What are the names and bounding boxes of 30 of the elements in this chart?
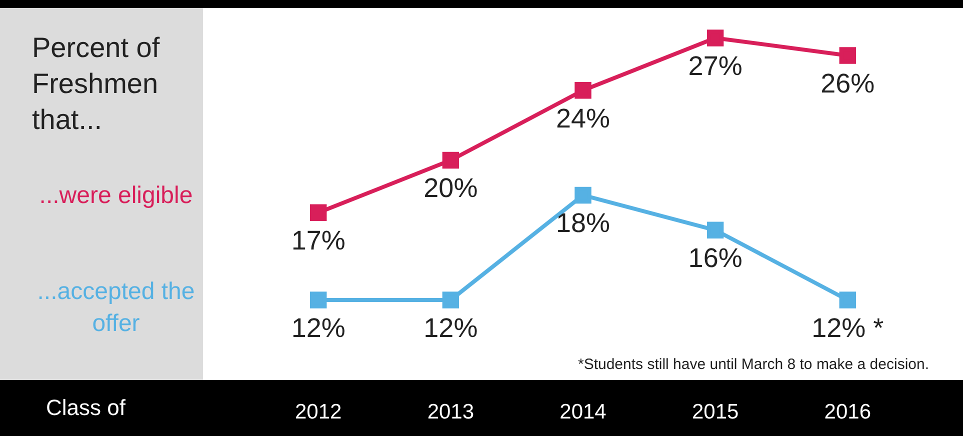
point (574, 186, 592, 204)
text: ...were eligible (38, 181, 194, 211)
data-label: 26% (820, 68, 875, 98)
point (839, 292, 856, 308)
x-tick-label: 2015 (692, 400, 739, 424)
point (706, 30, 724, 46)
x-tick-label: 2016 (824, 400, 871, 424)
text: Percent of Freshmen that... (32, 31, 161, 137)
data-label: 12% * (812, 312, 884, 343)
data-label: 18% (556, 208, 610, 238)
text: *Students still have until March 8 to make a decision. (578, 356, 929, 373)
x-tick-label: 2014 (560, 400, 607, 424)
x-tick-label: 2013 (427, 400, 474, 424)
point (839, 47, 856, 64)
data-label: 17% (291, 226, 346, 256)
x-tick-label: 2012 (295, 400, 342, 424)
point (310, 204, 327, 222)
point (442, 292, 460, 308)
point (442, 152, 460, 169)
data-label: 24% (556, 103, 610, 134)
text: Class of (46, 395, 126, 421)
text: ...accepted the offer (36, 277, 196, 339)
data-label: 12% (291, 312, 346, 343)
data-label: 20% (424, 173, 478, 204)
point (574, 82, 592, 99)
data-label: 12% (424, 312, 478, 343)
point (310, 292, 327, 308)
point (706, 222, 724, 238)
data-label: 16% (688, 243, 742, 274)
data-label: 27% (688, 50, 742, 81)
